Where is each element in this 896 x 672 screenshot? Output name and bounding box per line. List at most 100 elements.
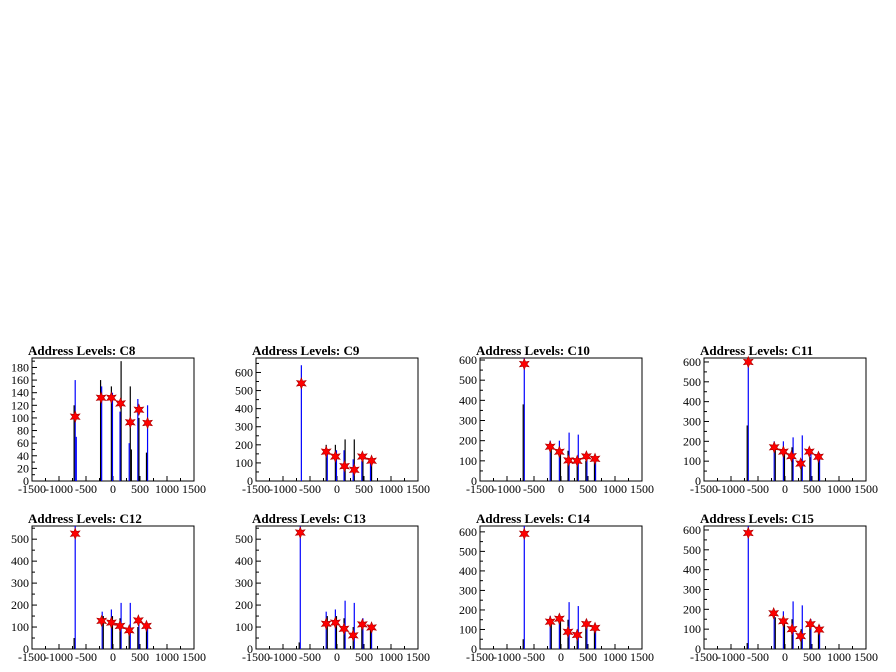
peak-marker xyxy=(563,454,575,467)
peak-marker xyxy=(339,459,351,473)
chart-title: Address Levels: C15 xyxy=(700,511,814,526)
x-tick-label: 500 xyxy=(131,482,149,496)
y-tick-label: 400 xyxy=(11,554,29,568)
x-tick-label: 500 xyxy=(579,482,597,496)
y-tick-label: 100 xyxy=(11,411,29,425)
peak-marker xyxy=(338,622,350,636)
peak-marker xyxy=(589,452,601,466)
peak-marker xyxy=(804,617,816,631)
x-tick-label: -1500 xyxy=(466,650,494,664)
peak-marker xyxy=(768,440,780,454)
y-tick-label: 300 xyxy=(459,414,477,428)
y-tick-label: 100 xyxy=(683,622,701,636)
peak-marker xyxy=(320,617,332,631)
peak-marker xyxy=(768,606,780,620)
peak-marker xyxy=(544,440,556,454)
y-tick-label: 600 xyxy=(683,355,701,369)
x-tick-label: 0 xyxy=(334,650,340,664)
peak-marker xyxy=(742,526,754,540)
x-tick-label: -500 xyxy=(299,650,321,664)
chart-title: Address Levels: C14 xyxy=(476,511,590,526)
y-tick-label: 300 xyxy=(683,582,701,596)
y-tick-label: 100 xyxy=(235,620,253,634)
y-tick-label: 500 xyxy=(683,375,701,389)
chart-panel: Address Levels: C13 0 100 200 300 400 500 -1500… xyxy=(235,511,430,664)
peak-marker xyxy=(571,454,583,468)
x-tick-label: 1000 xyxy=(603,650,627,664)
chart-title: Address Levels: C13 xyxy=(252,511,366,526)
y-tick-label: 100 xyxy=(459,454,477,468)
x-tick-label: 500 xyxy=(803,650,821,664)
peak-marker xyxy=(518,357,530,371)
peak-marker xyxy=(329,616,341,629)
x-tick-label: -1000 xyxy=(717,650,745,664)
x-tick-label: -1500 xyxy=(466,482,494,496)
x-tick-label: 1000 xyxy=(379,650,403,664)
x-tick-label: 0 xyxy=(110,650,116,664)
y-tick-label: 0 xyxy=(247,474,253,488)
peak-marker xyxy=(795,629,807,643)
y-tick-label: 600 xyxy=(459,525,477,539)
x-tick-label: -1000 xyxy=(269,650,297,664)
y-tick-label: 400 xyxy=(235,402,253,416)
y-tick-label: 400 xyxy=(235,554,253,568)
peak-marker xyxy=(95,391,107,405)
peak-marker xyxy=(320,445,332,459)
peak-marker xyxy=(786,622,798,636)
peak-marker xyxy=(295,377,307,390)
peak-marker xyxy=(105,391,117,405)
x-tick-label: -500 xyxy=(747,650,769,664)
x-tick-label: 500 xyxy=(579,650,597,664)
peak-marker xyxy=(580,450,592,463)
y-tick-label: 500 xyxy=(683,543,701,557)
x-tick-label: -500 xyxy=(75,482,97,496)
peak-marker xyxy=(356,618,368,631)
x-tick-label: 0 xyxy=(558,482,564,496)
x-tick-label: 1500 xyxy=(854,650,878,664)
chart-panel: Address Levels: C12 0 100 200 300 400 500 -1500… xyxy=(11,511,206,664)
y-tick-label: 200 xyxy=(11,598,29,612)
x-tick-label: -1000 xyxy=(493,482,521,496)
x-tick-label: 1000 xyxy=(827,482,851,496)
y-tick-label: 140 xyxy=(11,386,29,400)
x-tick-label: 1000 xyxy=(379,482,403,496)
y-tick-label: 0 xyxy=(23,642,29,656)
x-tick-label: 0 xyxy=(782,650,788,664)
y-tick-label: 500 xyxy=(459,544,477,558)
peak-marker xyxy=(329,450,341,463)
x-tick-label: -500 xyxy=(523,650,545,664)
peak-marker xyxy=(347,629,359,642)
y-tick-label: 100 xyxy=(11,620,29,634)
chart-title: Address Levels: C12 xyxy=(28,511,142,526)
y-tick-label: 0 xyxy=(471,642,477,656)
x-tick-label: 1500 xyxy=(182,482,206,496)
chart-title: Address Levels: C11 xyxy=(700,343,813,358)
peak-marker xyxy=(813,623,825,636)
y-tick-label: 500 xyxy=(235,532,253,546)
x-tick-label: -1500 xyxy=(242,482,270,496)
peak-marker xyxy=(115,397,127,410)
y-tick-label: 100 xyxy=(235,456,253,470)
y-tick-label: 0 xyxy=(695,474,701,488)
x-tick-label: 500 xyxy=(131,650,149,664)
chart-title: Address Levels: C10 xyxy=(476,343,590,358)
x-tick-label: -1000 xyxy=(493,650,521,664)
x-tick-label: 500 xyxy=(355,482,373,496)
x-tick-label: -500 xyxy=(299,482,321,496)
peak-marker xyxy=(518,527,530,541)
peak-marker xyxy=(803,445,815,458)
peak-marker xyxy=(142,416,154,430)
peak-marker xyxy=(133,403,145,417)
y-tick-label: 300 xyxy=(235,576,253,590)
chart-title: Address Levels: C9 xyxy=(252,343,360,358)
y-tick-label: 200 xyxy=(683,434,701,448)
y-tick-label: 180 xyxy=(11,360,29,374)
peak-marker xyxy=(571,628,583,642)
y-tick-label: 300 xyxy=(235,420,253,434)
x-tick-label: -1000 xyxy=(45,650,73,664)
peak-marker xyxy=(786,449,797,463)
x-tick-label: -1500 xyxy=(242,650,270,664)
peak-marker xyxy=(124,416,136,429)
y-tick-label: 0 xyxy=(23,474,29,488)
